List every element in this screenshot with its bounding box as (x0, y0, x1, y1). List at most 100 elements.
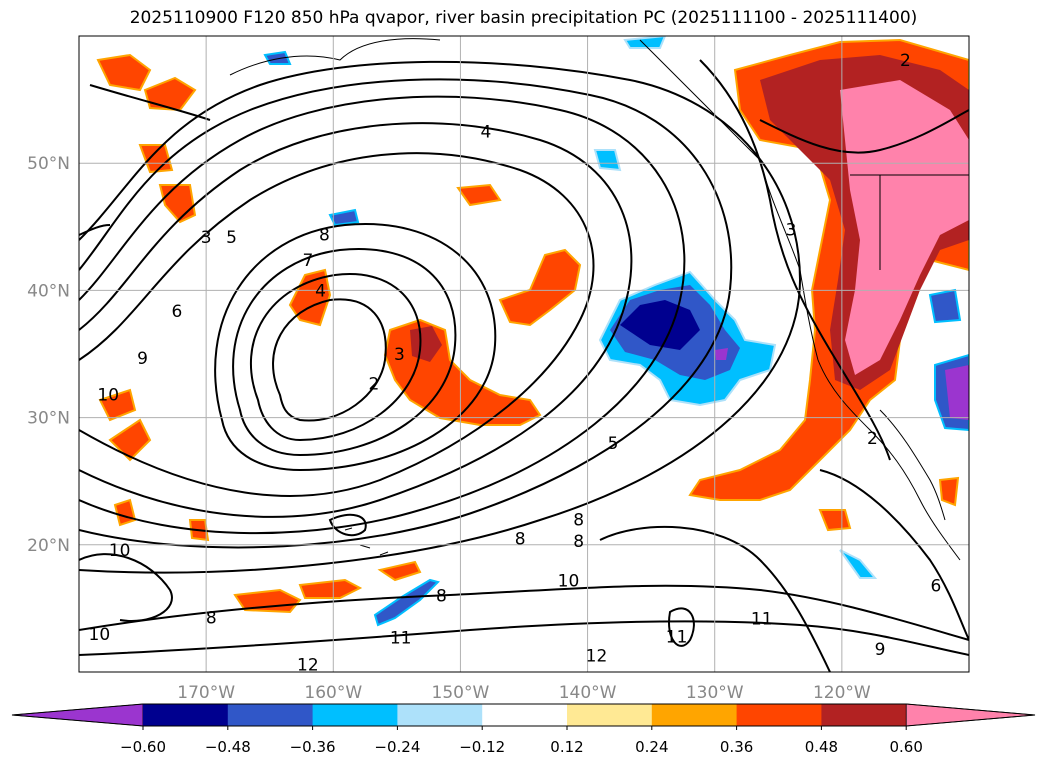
contour-label-3: 8 (319, 225, 330, 245)
shade-neg-north-2 (328, 208, 360, 227)
lon-tick-label-2: 150°W (432, 683, 490, 703)
shade-northwest-corner-2 (143, 76, 197, 112)
contour-20 (79, 84, 211, 236)
colorbar-segment-2 (227, 704, 314, 726)
colorbar-segment-7 (651, 704, 738, 726)
colorbar-tick-label-7: 0.36 (720, 738, 753, 756)
state-border-1 (850, 174, 969, 270)
lon-tick-label-5: 120°W (813, 683, 871, 703)
colorbar-tick-label-0: −0.60 (120, 738, 166, 756)
coastline-alaska (229, 38, 801, 271)
colorbar-tick-label-2: −0.36 (290, 738, 336, 756)
contour-label-17: 10 (109, 541, 131, 561)
figure-title: 2025110900 F120 850 hPa qvapor, river ba… (129, 8, 918, 28)
colorbar-segment-3 (312, 704, 398, 726)
shade-neg-se (839, 549, 878, 579)
colorbar-tick-label-3: −0.24 (374, 738, 420, 756)
shade-central-pacific-darkred (410, 326, 442, 362)
contour-12 (79, 620, 969, 656)
colorbar-tick-label-6: 0.24 (635, 738, 668, 756)
contour-label-20: 10 (558, 571, 580, 591)
shade-south-2 (298, 578, 363, 599)
coastline-west-coast (799, 269, 961, 561)
contour-16 (759, 109, 969, 154)
shade-neg-east-purple-core (945, 365, 969, 420)
contour-label-7: 3 (394, 345, 405, 365)
shade-south-4 (113, 498, 137, 527)
contour-14 (819, 469, 969, 641)
colorbar-segment-8 (736, 704, 822, 726)
lat-tick-label-2: 40°N (27, 281, 70, 301)
coastline-hawaii (344, 527, 389, 556)
contour-label-9: 9 (137, 349, 148, 369)
shade-south-3 (377, 560, 422, 582)
contour-7 (79, 122, 633, 518)
gridlines (79, 36, 969, 672)
contour-label-19: 8 (436, 587, 447, 607)
lat-tick-label-3: 50°N (27, 154, 70, 174)
contour-11 (79, 584, 969, 641)
colorbar-segment-9 (821, 704, 907, 726)
contour-label-11: 5 (608, 434, 619, 454)
positive-anomaly-shading (96, 38, 969, 614)
colorbar-tick-label-8: 0.48 (805, 738, 838, 756)
contour-18 (328, 513, 367, 537)
contour-label-2: 5 (226, 228, 237, 248)
contour-label-28: 6 (931, 577, 942, 597)
contour-label-23: 12 (297, 655, 319, 675)
colorbar-tick-label-9: 0.60 (889, 738, 922, 756)
shade-northwest-corner-4 (158, 184, 197, 224)
lon-tick-label-0: 170°W (177, 683, 235, 703)
contour-label-22: 11 (390, 629, 412, 649)
colorbar-extend-max (905, 703, 1036, 727)
shade-west-1 (98, 388, 137, 422)
shade-central-pacific (383, 318, 542, 426)
latitude-tick-labels: 20°N 30°N 40°N 50°N (27, 154, 70, 556)
contour-label-0: 4 (480, 122, 491, 142)
contour-label-27: 9 (875, 640, 886, 660)
colorbar (11, 703, 1036, 727)
contour-label-8: 2 (369, 374, 380, 394)
shade-west-2 (108, 418, 152, 462)
shade-south-1 (233, 588, 302, 614)
contour-6 (79, 152, 595, 497)
qvapor-contours (79, 59, 969, 672)
contour-label-15: 8 (573, 532, 584, 552)
contour-label-6: 6 (171, 302, 182, 322)
shade-north-1 (456, 183, 502, 207)
contour-13 (599, 525, 831, 672)
contour-label-24: 12 (586, 646, 608, 666)
shade-neg-top-2 (623, 36, 667, 49)
contour-9 (79, 78, 733, 549)
colorbar-tick-label-5: 0.12 (550, 738, 583, 756)
map-frame (78, 35, 970, 673)
lat-tick-label-0: 20°N (27, 536, 70, 556)
lat-tick-label-1: 30°N (27, 409, 70, 429)
shade-neg-north-1 (593, 149, 622, 172)
contour-label-14: 8 (573, 510, 584, 530)
contour-8 (79, 95, 686, 535)
contour-17 (668, 607, 695, 647)
colorbar-tick-labels: −0.60 −0.48 −0.36 −0.24 −0.12 0.12 0.24 0.36 0.4… (120, 726, 923, 756)
shade-northwest-pink (840, 80, 969, 375)
shade-neg-central-purple (715, 348, 728, 360)
shade-northwest-corner-1 (96, 53, 152, 92)
coastline-baja (879, 409, 946, 521)
contour-label-1: 3 (201, 228, 212, 248)
contour-label-26: 11 (751, 610, 773, 630)
shade-neg-central-deep (620, 300, 700, 350)
contour-label-25: 11 (666, 627, 688, 647)
colorbar-tick-label-1: −0.48 (205, 738, 251, 756)
contour-4 (232, 248, 457, 457)
colorbar-segment-5 (482, 704, 568, 726)
contour-label-4: 7 (302, 251, 313, 271)
shade-se-1 (818, 509, 852, 532)
lon-tick-label-1: 160°W (304, 683, 362, 703)
contour-label-13: 2 (900, 51, 911, 71)
contour-19 (79, 553, 173, 622)
shade-midlat-east (498, 248, 582, 327)
longitude-tick-labels: 170°W 160°W 150°W 140°W 130°W 120°W (177, 683, 871, 703)
colorbar-extend-min (11, 703, 144, 727)
lon-tick-label-3: 140°W (559, 683, 617, 703)
